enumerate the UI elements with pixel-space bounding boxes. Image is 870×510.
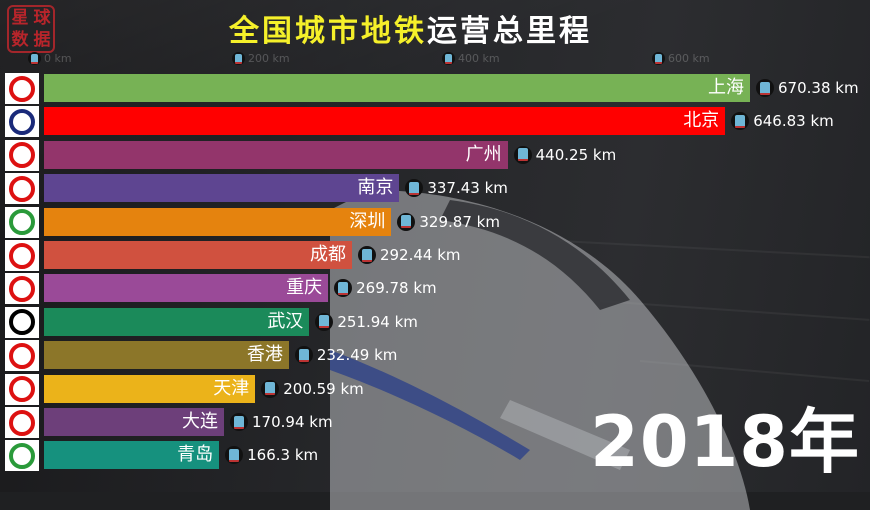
value-label: 232.49 km <box>294 341 398 369</box>
value-label: 166.3 km <box>225 441 318 469</box>
shanghai-metro-logo-icon <box>5 73 39 104</box>
axis-tick-label: 400 km <box>458 52 500 65</box>
train-icon <box>334 279 353 298</box>
value-text: 170.94 km <box>252 413 333 431</box>
seal-char: 数 <box>11 30 29 50</box>
bar: 大连 <box>44 408 225 436</box>
value-label: 646.83 km <box>731 107 834 135</box>
shenzhen-metro-logo-icon <box>5 206 39 238</box>
city-label: 成都 <box>309 244 346 265</box>
value-label: 251.94 km <box>315 308 418 336</box>
qingdao-metro-logo-icon <box>5 440 39 472</box>
chart-title: 全国城市地铁运营总里程 <box>229 6 592 50</box>
city-label: 重庆 <box>286 277 323 299</box>
value-text: 440.25 km <box>535 145 617 164</box>
bar: 青岛 <box>44 441 220 470</box>
train-icon <box>652 52 665 65</box>
watermark-seal: 星 球 数 据 <box>7 5 55 53</box>
train-icon <box>357 246 376 264</box>
value-label: 200.59 km <box>261 375 364 403</box>
axis-tick: 600 km <box>652 52 710 65</box>
train-icon <box>442 52 455 65</box>
seal-char: 球 <box>33 8 51 28</box>
train-icon <box>731 112 750 131</box>
train-icon <box>225 446 244 465</box>
nanjing-metro-logo-icon <box>5 173 39 205</box>
train-icon <box>405 179 424 198</box>
city-label: 南京 <box>357 177 394 199</box>
train-icon <box>294 346 313 365</box>
bar: 武汉 <box>44 307 310 336</box>
title-highlight: 全国城市地铁 <box>229 14 427 49</box>
bar: 南京 <box>44 174 400 203</box>
train-icon <box>397 212 416 231</box>
value-text: 232.49 km <box>316 346 398 365</box>
value-text: 251.94 km <box>337 312 418 331</box>
city-label: 天津 <box>213 377 250 399</box>
bar: 成都 <box>44 241 352 269</box>
train-icon <box>28 52 41 65</box>
axis-tick-label: 200 km <box>248 52 290 65</box>
value-text: 337.43 km <box>427 179 508 198</box>
city-label: 青岛 <box>177 444 214 466</box>
axis-tick: 0 km <box>28 52 72 65</box>
beijing-metro-logo-icon <box>5 106 39 138</box>
value-text: 670.38 km <box>778 79 859 97</box>
bar: 香港 <box>44 341 289 370</box>
city-label: 北京 <box>683 110 720 132</box>
hongkong-mtr-logo-icon <box>5 340 39 372</box>
bar: 深圳 <box>44 207 392 236</box>
value-label: 170.94 km <box>230 408 333 436</box>
year-label: 2018年 <box>590 401 860 483</box>
dalian-metro-logo-icon <box>5 407 39 438</box>
bar: 上海 <box>44 74 750 102</box>
train-icon <box>261 379 280 398</box>
seal-char: 据 <box>33 30 51 50</box>
bar: 天津 <box>44 374 256 403</box>
train-icon <box>513 145 532 164</box>
seal-char: 星 <box>11 8 29 28</box>
value-label: 269.78 km <box>334 274 437 302</box>
axis-tick-label: 600 km <box>668 52 710 65</box>
axis-tick-label: 0 km <box>44 52 72 65</box>
city-label: 上海 <box>708 77 744 98</box>
train-icon <box>756 79 774 97</box>
bar: 广州 <box>44 140 508 169</box>
train-icon <box>232 52 245 65</box>
value-label: 329.87 km <box>397 208 500 236</box>
title-rest: 运营总里程 <box>427 14 592 49</box>
tianjin-metro-logo-icon <box>5 373 39 405</box>
value-label: 440.25 km <box>513 141 617 169</box>
value-text: 646.83 km <box>753 112 834 131</box>
value-text: 200.59 km <box>283 379 364 398</box>
axis-tick: 400 km <box>442 52 500 65</box>
bar: 重庆 <box>44 274 329 303</box>
bar: 北京 <box>44 107 726 136</box>
city-label: 广州 <box>465 143 502 165</box>
wuhan-metro-logo-icon <box>5 306 39 338</box>
value-label: 670.38 km <box>756 74 859 102</box>
train-icon <box>230 413 249 431</box>
value-text: 269.78 km <box>356 279 437 298</box>
city-label: 香港 <box>246 344 283 366</box>
chengdu-metro-logo-icon <box>5 240 39 271</box>
city-label: 大连 <box>182 411 219 432</box>
city-label: 武汉 <box>267 310 304 332</box>
value-label: 292.44 km <box>357 241 461 269</box>
chongqing-rail-logo-icon <box>5 273 39 305</box>
guangzhou-metro-logo-icon <box>5 139 39 171</box>
value-text: 166.3 km <box>247 446 319 465</box>
value-label: 337.43 km <box>405 174 508 202</box>
train-icon <box>315 312 334 331</box>
value-text: 329.87 km <box>419 212 500 231</box>
value-text: 292.44 km <box>379 246 461 264</box>
axis-tick: 200 km <box>232 52 290 65</box>
city-label: 深圳 <box>349 210 386 232</box>
train-background-image <box>330 190 750 510</box>
